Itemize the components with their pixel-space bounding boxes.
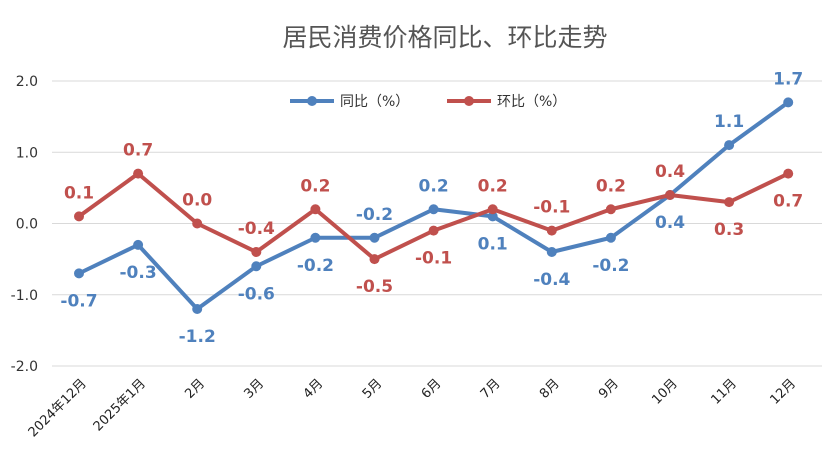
x-tick-label: 4月 <box>301 376 327 402</box>
data-label-mom: -0.4 <box>238 219 275 239</box>
data-label-mom: -0.1 <box>415 249 452 269</box>
data-point-yoy <box>546 247 557 257</box>
data-point-yoy <box>487 211 498 222</box>
data-point-yoy <box>310 232 321 243</box>
data-point-mom <box>74 211 84 222</box>
data-point-mom <box>192 218 203 229</box>
data-label-mom: 0.2 <box>596 176 626 196</box>
data-label-mom: -0.5 <box>356 277 393 297</box>
x-tick-label: 7月 <box>478 376 504 402</box>
x-tick-label: 3月 <box>241 376 267 402</box>
y-tick-label: 1.0 <box>16 145 38 161</box>
data-point-mom <box>369 254 380 265</box>
data-label-mom: -0.1 <box>533 198 570 218</box>
data-point-mom <box>783 168 794 179</box>
y-tick-label: -1.0 <box>11 288 38 304</box>
data-point-mom <box>310 204 321 215</box>
data-point-yoy <box>74 268 84 279</box>
data-label-mom: 0.0 <box>182 191 212 211</box>
x-tick-label: 2月 <box>182 376 208 402</box>
x-tick-label: 11月 <box>708 376 739 407</box>
data-label-yoy: 1.7 <box>773 69 803 89</box>
data-point-mom <box>251 247 262 257</box>
x-tick-label: 5月 <box>360 376 386 402</box>
data-label-yoy: 1.1 <box>714 112 744 132</box>
data-point-mom <box>133 168 144 179</box>
data-point-yoy <box>783 97 794 108</box>
data-label-yoy: -0.4 <box>533 270 570 290</box>
data-label-mom: 0.7 <box>773 192 803 212</box>
legend-marker-yoy <box>307 96 317 106</box>
data-point-mom <box>605 204 616 215</box>
data-point-mom <box>546 225 557 236</box>
y-tick-label: 2.0 <box>16 74 38 90</box>
data-label-mom: 0.1 <box>64 183 94 203</box>
y-tick-label: -2.0 <box>11 359 38 375</box>
data-label-mom: 0.4 <box>655 162 685 182</box>
data-label-yoy: 0.1 <box>478 234 508 254</box>
data-label-yoy: -0.2 <box>592 256 629 276</box>
x-tick-label: 2024年12月 <box>26 376 90 440</box>
data-point-mom <box>428 225 439 236</box>
data-point-yoy <box>133 239 144 250</box>
data-label-yoy: -0.2 <box>297 256 334 276</box>
data-point-mom <box>724 197 735 208</box>
data-point-mom <box>665 190 675 200</box>
data-label-yoy: -0.3 <box>120 263 157 283</box>
data-label-yoy: -0.7 <box>60 291 97 311</box>
x-tick-label: 12月 <box>768 376 799 407</box>
x-tick-label: 6月 <box>419 376 445 402</box>
data-label-mom: 0.3 <box>714 220 744 240</box>
data-point-yoy <box>428 204 439 215</box>
legend-label-yoy: 同比（%） <box>340 94 409 110</box>
data-label-mom: 0.2 <box>300 176 330 196</box>
x-tick-label: 2025年1月 <box>91 376 149 434</box>
data-point-yoy <box>192 304 203 314</box>
chart-title: 居民消费价格同比、环比走势 <box>282 23 607 52</box>
legend-marker-mom <box>464 96 474 106</box>
data-point-yoy <box>724 140 735 151</box>
legend-label-mom: 环比（%） <box>497 94 566 110</box>
data-label-yoy: 0.4 <box>655 213 685 233</box>
data-label-yoy: -0.6 <box>238 284 275 304</box>
data-point-mom <box>487 204 498 215</box>
data-point-yoy <box>605 232 616 243</box>
y-tick-label: 0.0 <box>16 217 38 233</box>
x-tick-label: 10月 <box>649 376 680 407</box>
data-label-mom: 0.2 <box>478 176 508 196</box>
data-point-yoy <box>369 232 380 243</box>
data-label-yoy: -1.2 <box>179 327 216 347</box>
data-label-yoy: -0.2 <box>356 205 393 225</box>
data-point-yoy <box>251 261 262 272</box>
data-label-yoy: 0.2 <box>419 176 449 196</box>
data-label-mom: 0.7 <box>123 141 153 161</box>
x-tick-label: 9月 <box>596 376 622 402</box>
x-tick-label: 8月 <box>537 376 563 402</box>
